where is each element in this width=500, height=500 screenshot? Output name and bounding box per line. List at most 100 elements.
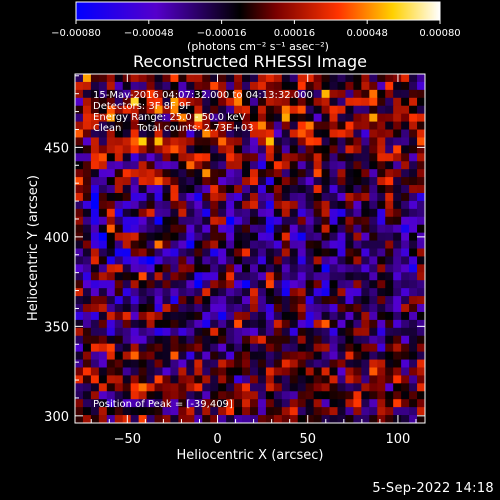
heatmap-cell xyxy=(353,311,362,321)
heatmap-cell xyxy=(234,343,243,353)
heatmap-cell xyxy=(409,383,418,392)
heatmap-cell xyxy=(361,185,370,194)
heatmap-cell xyxy=(337,288,347,297)
heatmap-cell xyxy=(178,89,187,99)
heatmap-cell xyxy=(194,169,203,178)
heatmap-cell xyxy=(210,383,219,392)
heatmap-cell xyxy=(114,137,124,146)
heatmap-cell xyxy=(265,407,275,416)
heatmap-cell xyxy=(377,200,386,210)
heatmap-cell xyxy=(337,153,347,162)
heatmap-cell xyxy=(98,113,108,123)
heatmap-cell xyxy=(289,399,299,408)
heatmap-cell xyxy=(106,192,116,202)
heatmap-cell xyxy=(138,74,148,83)
heatmap-cell xyxy=(401,327,410,337)
heatmap-cell xyxy=(321,137,331,146)
heatmap-cell xyxy=(75,192,84,202)
heatmap-cell xyxy=(321,296,331,305)
heatmap-cell xyxy=(130,89,140,99)
heatmap-cell xyxy=(90,280,100,289)
heatmap-cell xyxy=(377,359,386,369)
heatmap-cell xyxy=(393,145,402,154)
heatmap-cell xyxy=(305,367,315,377)
heatmap-cell xyxy=(401,137,410,146)
heatmap-cell xyxy=(353,74,362,83)
heatmap-cell xyxy=(154,232,164,242)
heatmap-cell xyxy=(281,177,291,186)
heatmap-cell xyxy=(114,192,124,202)
heatmap-cell xyxy=(345,391,354,400)
annotation-clean: Clean Total counts: 2.73E+03 xyxy=(93,123,253,134)
heatmap-cell xyxy=(289,200,299,210)
heatmap-cell xyxy=(202,351,211,361)
heatmap-cell xyxy=(162,335,172,345)
heatmap-cell xyxy=(75,319,84,329)
heatmap-cell xyxy=(106,367,116,377)
heatmap-cell xyxy=(265,335,275,345)
heatmap-cell xyxy=(385,335,394,345)
heatmap-cell xyxy=(82,145,92,154)
heatmap-cell xyxy=(186,319,195,329)
heatmap-cell xyxy=(297,367,307,377)
heatmap-cell xyxy=(90,208,100,218)
heatmap-cell xyxy=(75,177,84,186)
heatmap-cell xyxy=(377,304,386,313)
heatmap-cell xyxy=(194,343,203,353)
heatmap-cell xyxy=(281,161,291,170)
heatmap-cell xyxy=(329,161,339,170)
heatmap-cell xyxy=(361,415,370,423)
heatmap-cell xyxy=(162,153,172,162)
heatmap-cell xyxy=(353,335,362,345)
heatmap-cell xyxy=(289,391,299,400)
heatmap-cell xyxy=(250,89,259,99)
heatmap-cell xyxy=(242,74,251,83)
heatmap-cell xyxy=(250,256,259,265)
heatmap-cell xyxy=(289,105,299,115)
heatmap-cell xyxy=(409,407,418,416)
heatmap-cell xyxy=(90,248,100,258)
heatmap-cell xyxy=(393,311,402,321)
heatmap-cell xyxy=(305,113,315,123)
heatmap-cell xyxy=(194,407,203,416)
heatmap-cell xyxy=(226,288,235,297)
heatmap-cell xyxy=(273,248,283,258)
heatmap-cell xyxy=(90,304,100,313)
heatmap-cell xyxy=(297,240,307,250)
heatmap-cell xyxy=(98,367,108,377)
heatmap-cell xyxy=(289,272,299,281)
heatmap-cell xyxy=(265,272,275,281)
heatmap-cell xyxy=(377,129,386,139)
heatmap-cell xyxy=(369,121,378,131)
heatmap-cell xyxy=(377,272,386,281)
heatmap-cell xyxy=(186,192,195,202)
heatmap-cell xyxy=(305,272,315,281)
heatmap-cell xyxy=(114,145,124,154)
heatmap-cell xyxy=(138,375,148,384)
heatmap-cell xyxy=(75,280,84,289)
heatmap-cell xyxy=(130,383,140,392)
heatmap-cell xyxy=(305,208,315,218)
heatmap-cell xyxy=(106,280,116,289)
heatmap-cell xyxy=(345,288,354,297)
heatmap-cell xyxy=(146,200,156,210)
heatmap-cell xyxy=(90,97,100,107)
heatmap-cell xyxy=(321,121,331,131)
heatmap-cell xyxy=(377,383,386,392)
heatmap-cell xyxy=(90,399,100,408)
heatmap-cell xyxy=(146,288,156,297)
heatmap-cell xyxy=(337,177,347,186)
heatmap-cell xyxy=(329,105,339,115)
heatmap-cell xyxy=(154,74,164,83)
heatmap-cell xyxy=(234,200,243,210)
heatmap-cell xyxy=(385,272,394,281)
heatmap-cell xyxy=(345,185,354,194)
heatmap-cell xyxy=(353,232,362,242)
heatmap-cell xyxy=(130,319,140,329)
heatmap-cell xyxy=(250,327,259,337)
heatmap-cell xyxy=(337,327,347,337)
heatmap-cell xyxy=(98,145,108,154)
heatmap-cell xyxy=(75,264,84,273)
heatmap-cell xyxy=(385,169,394,178)
